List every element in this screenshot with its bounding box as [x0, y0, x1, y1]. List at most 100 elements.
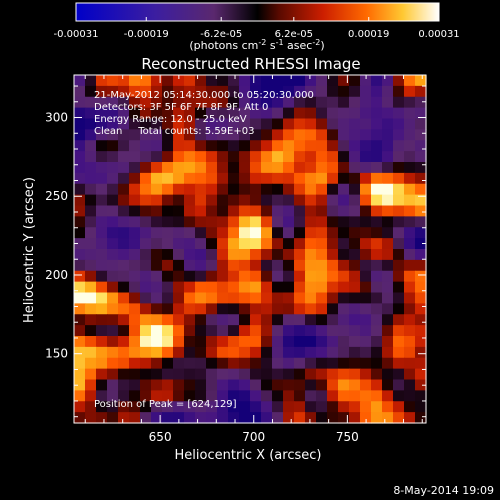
- heatmap-cell: [162, 151, 174, 163]
- heatmap-cell: [349, 325, 361, 337]
- heatmap-cell: [272, 314, 284, 326]
- heatmap-cell: [118, 216, 130, 228]
- heatmap-cell: [129, 96, 141, 109]
- heatmap-cell: [151, 281, 163, 294]
- heatmap-cell: [272, 390, 284, 402]
- heatmap-cell: [393, 249, 405, 261]
- heatmap-cell: [272, 281, 284, 294]
- heatmap-cell: [338, 401, 350, 413]
- heatmap-cell: [404, 194, 416, 207]
- heatmap-cell: [140, 346, 152, 359]
- heatmap-cell: [349, 162, 361, 174]
- heatmap-cell: [206, 205, 218, 217]
- heatmap-cell: [283, 140, 295, 152]
- heatmap-cell: [184, 183, 196, 196]
- heatmap-cell: [294, 162, 306, 174]
- heatmap-cell: [404, 151, 416, 163]
- heatmap-cell: [184, 75, 196, 87]
- heatmap-cell: [151, 401, 163, 413]
- heatmap-cell: [283, 129, 295, 141]
- heatmap-cell: [85, 379, 97, 391]
- heatmap-cell: [206, 270, 218, 283]
- heatmap-cell: [305, 96, 317, 109]
- x-tick-label: 650: [149, 430, 172, 444]
- heatmap-cell: [129, 205, 141, 217]
- heatmap-cell: [415, 314, 427, 326]
- heatmap-cell: [173, 216, 185, 228]
- heatmap-cell: [173, 194, 185, 207]
- heatmap-cell: [107, 281, 119, 294]
- heatmap-cell: [272, 107, 284, 120]
- heatmap-cell: [118, 118, 130, 130]
- heatmap-cell: [96, 314, 108, 326]
- heatmap-cell: [305, 227, 317, 239]
- heatmap-cell: [184, 205, 196, 217]
- heatmap-cell: [184, 357, 196, 370]
- heatmap-cell: [272, 346, 284, 359]
- heatmap-cell: [250, 401, 262, 413]
- heatmap-cell: [129, 162, 141, 174]
- heatmap-cell: [316, 314, 328, 326]
- heatmap-cell: [382, 118, 394, 130]
- heatmap-cell: [393, 194, 405, 207]
- heatmap-cell: [140, 183, 152, 196]
- heatmap-cell: [349, 107, 361, 120]
- heatmap-cell: [140, 259, 152, 272]
- heatmap-cell: [228, 238, 240, 250]
- heatmap-cell: [140, 401, 152, 413]
- heatmap-cell: [393, 303, 405, 315]
- heatmap-cell: [195, 129, 207, 141]
- heatmap-cell: [327, 357, 339, 370]
- heatmap-cell: [195, 151, 207, 163]
- heatmap-cell: [316, 303, 328, 315]
- heatmap-cell: [283, 216, 295, 228]
- heatmap-cell: [349, 75, 361, 87]
- heatmap-cell: [371, 227, 383, 239]
- heatmap-cell: [349, 281, 361, 294]
- heatmap-cell: [107, 325, 119, 337]
- heatmap-cell: [327, 325, 339, 337]
- heatmap-cell: [228, 129, 240, 141]
- heatmap-cell: [129, 379, 141, 391]
- heatmap-cell: [316, 401, 328, 413]
- heatmap-cell: [261, 205, 273, 217]
- heatmap-cell: [74, 281, 86, 294]
- x-tick-label: 700: [242, 430, 265, 444]
- heatmap-cell: [118, 194, 130, 207]
- heatmap-cell: [162, 129, 174, 141]
- heatmap-cell: [162, 183, 174, 196]
- heatmap-cell: [140, 238, 152, 250]
- heatmap-cell: [261, 281, 273, 294]
- y-axis-label: Heliocentric Y (arcsec): [22, 177, 37, 323]
- heatmap-cell: [382, 205, 394, 217]
- heatmap-cell: [316, 346, 328, 359]
- heatmap-cell: [85, 401, 97, 413]
- heatmap-cell: [151, 346, 163, 359]
- heatmap-cell: [140, 412, 152, 424]
- heatmap-cell: [294, 314, 306, 326]
- heatmap-cell: [283, 194, 295, 207]
- x-tick-label: 750: [336, 430, 359, 444]
- heatmap-cell: [305, 162, 317, 174]
- annotation-detectors: Detectors: 3F 5F 6F 7F 8F 9F, Att 0: [94, 102, 268, 113]
- heatmap-cell: [74, 368, 86, 381]
- heatmap-cell: [228, 172, 240, 185]
- heatmap-cell: [338, 118, 350, 130]
- heatmap-cell: [415, 118, 427, 130]
- heatmap-cell: [371, 412, 383, 424]
- heatmap-cell: [162, 281, 174, 294]
- heatmap-cell: [118, 357, 130, 370]
- heatmap-cell: [151, 75, 163, 87]
- heatmap-cell: [140, 303, 152, 315]
- heatmap-cell: [129, 216, 141, 228]
- heatmap-cell: [195, 118, 207, 130]
- heatmap-cell: [316, 96, 328, 109]
- heatmap-cell: [327, 390, 339, 402]
- heatmap-cell: [371, 336, 383, 348]
- heatmap-cell: [239, 216, 251, 228]
- heatmap-cell: [327, 238, 339, 250]
- heatmap-cell: [415, 140, 427, 152]
- heatmap-cell: [393, 227, 405, 239]
- heatmap-cell: [96, 390, 108, 402]
